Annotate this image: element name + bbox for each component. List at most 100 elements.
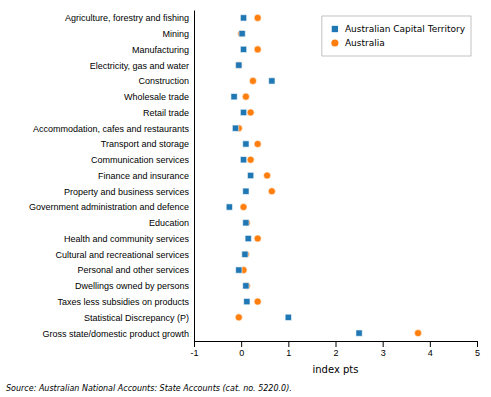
dot [242,251,249,258]
dot [240,203,247,210]
dot [243,283,249,289]
x-tick: 3 [381,341,386,358]
dot [232,125,238,131]
legend: Australian Capital TerritoryAustralia [322,16,471,56]
dot [238,30,245,37]
dot [254,298,261,305]
dot [242,251,248,257]
dot [236,62,242,68]
y-tick-label: Retail trade [143,108,189,118]
x-tick-mark [241,341,242,347]
x-tick-mark [288,341,289,347]
x-tick-mark [477,341,478,347]
dot [254,235,261,242]
series [226,15,362,337]
x-tick: 5 [475,341,480,358]
dot [231,94,237,100]
x-tick-label: 0 [239,348,244,358]
y-tick: Gross state/domestic product growth [42,328,189,338]
y-tick-label: Agriculture, forestry and fishing [65,13,189,23]
y-tick-label: Mining [162,29,189,39]
legend-label: Australia [345,38,385,48]
y-tick-label: Property and business services [64,187,190,197]
legend-symbol [331,39,338,46]
dot [235,62,242,69]
dot [254,14,261,21]
y-axis: Agriculture, forestry and fishing Mining M… [29,11,195,342]
x-tick-mark [336,341,337,347]
x-tick-label: 2 [333,348,338,358]
y-tick-label: Education [149,218,189,228]
x-axis-line [195,342,478,348]
x-tick-label: 4 [428,348,433,358]
y-tick: Taxes less subsidies on products [57,297,189,307]
dot [243,188,249,194]
y-tick-label: Personal and other services [77,265,189,275]
y-tick: Agriculture, forestry and fishing [65,13,189,23]
dot [243,220,249,226]
y-tick: Finance and insurance [98,171,189,181]
dot [240,109,246,115]
plot: -1012345Agriculture, forestry and fishin… [29,11,480,359]
y-tick: Construction [138,76,189,86]
dot [240,157,246,163]
y-tick: Property and business services [64,187,190,197]
dot [254,46,261,53]
y-tick: Electricity, gas and water [90,61,189,71]
dot [240,46,246,52]
dot [240,15,246,21]
dot [249,77,256,84]
x-tick-label: 3 [381,348,386,358]
y-tick: Accommodation, cafes and restaurants [33,124,190,134]
y-tick-label: Construction [138,76,189,86]
y-tick-label: Electricity, gas and water [90,61,189,71]
dot [268,188,275,195]
dot [242,93,249,100]
y-tick-label: Statistical Discrepancy (P) [84,313,189,323]
y-tick: Manufacturing [132,45,189,55]
dot [236,267,242,273]
x-tick-mark [194,341,195,347]
y-tick: Mining [162,29,189,39]
y-tick-label: Dwellings owned by persons [75,281,190,291]
x-tick: 2 [333,341,338,358]
y-tick: Retail trade [143,108,189,118]
y-axis-line [194,11,195,342]
x-axis-title: index pts [312,364,358,375]
legend-symbol [332,26,338,32]
dot [243,219,250,226]
dot [243,141,249,147]
dot [245,235,251,241]
dot [285,314,291,320]
marks [226,14,421,336]
dot [269,78,275,84]
y-tick: Government administration and defence [29,202,189,212]
dot [414,330,421,337]
y-tick: Education [149,218,189,228]
dot [247,109,254,116]
x-tick: 0 [239,341,244,358]
y-tick: Dwellings owned by persons [75,281,190,291]
y-tick-label: Gross state/domestic product growth [42,328,189,338]
y-tick: Wholesale trade [124,92,189,102]
y-tick: Personal and other services [77,265,189,275]
dot [239,30,245,36]
y-tick-label: Cultural and recreational services [55,250,189,260]
legend-box [322,16,471,56]
y-tick-label: Taxes less subsidies on products [57,297,189,307]
x-tick-label: 5 [475,348,480,358]
y-tick: Statistical Discrepancy (P) [84,313,189,323]
dot [243,282,250,289]
annotation: Source: Australian National Accounts: St… [6,384,292,393]
dot [254,140,261,147]
x-tick-mark [430,341,431,347]
x-axis: -1012345 [190,341,480,358]
x-tick: 4 [428,341,433,358]
y-tick: Health and community services [64,234,190,244]
x-tick-label: -1 [190,348,198,358]
y-tick: Communication services [91,155,190,165]
series [235,14,421,336]
dot [247,172,253,178]
y-tick: Cultural and recreational services [55,250,189,260]
y-tick-label: Finance and insurance [98,171,189,181]
